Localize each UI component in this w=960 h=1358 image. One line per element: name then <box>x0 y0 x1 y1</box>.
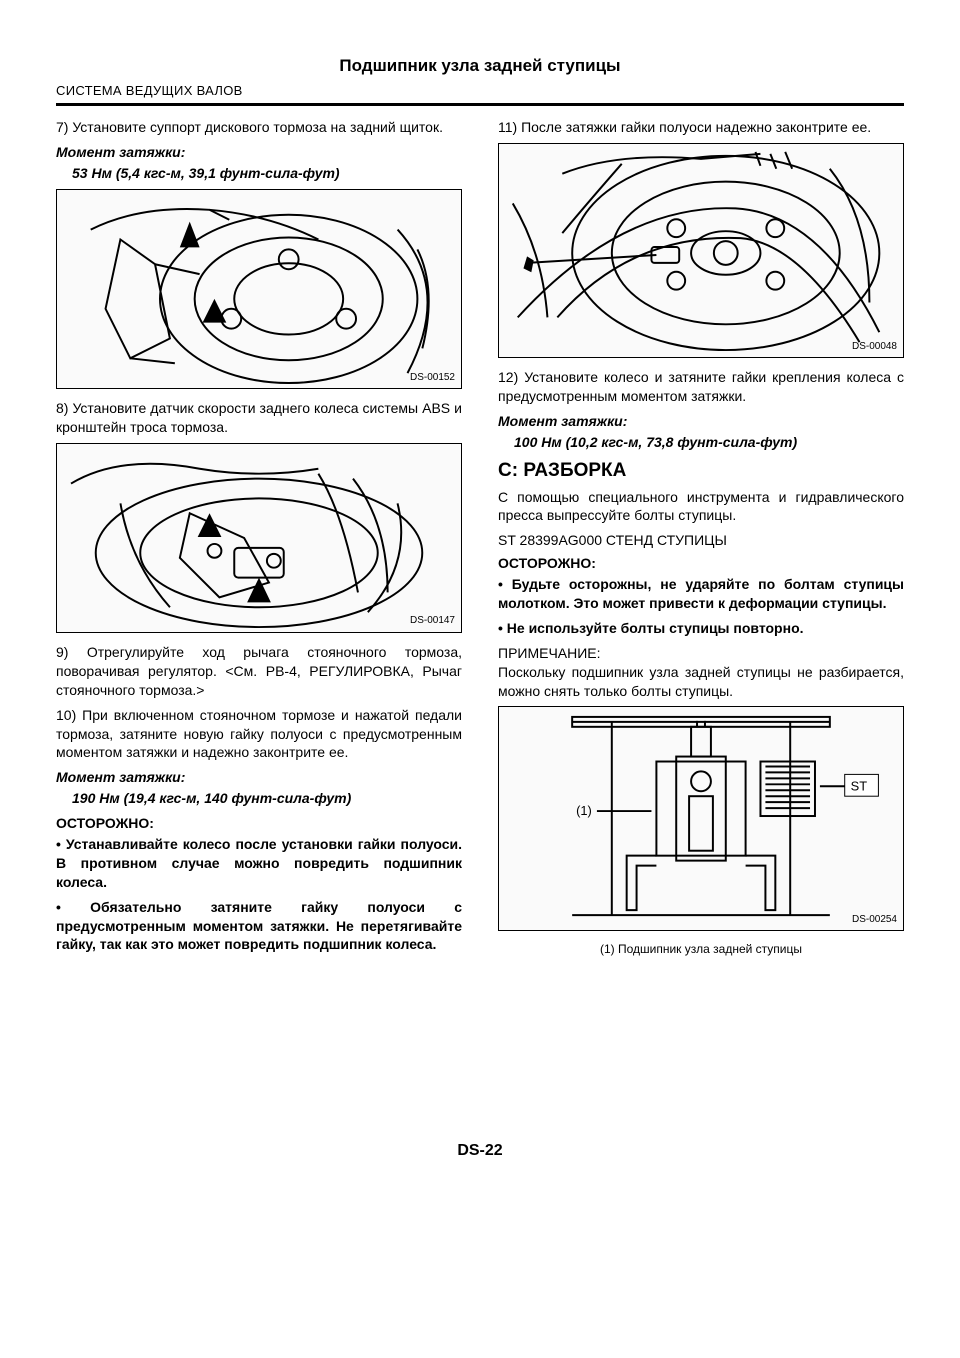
figure-2-svg <box>57 444 461 632</box>
step-8: 8) Установите датчик скорости заднего ко… <box>56 399 462 437</box>
content-columns: 7) Установите суппорт дискового тормоза … <box>56 118 904 960</box>
figure-4-legend: (1) Подшипник узла задней ступицы <box>498 941 904 957</box>
figure-1-id: DS-00152 <box>410 371 455 385</box>
figure-3-svg <box>499 144 903 357</box>
step-7: 7) Установите суппорт дискового тормоза … <box>56 118 462 137</box>
step-10: 10) При включенном стояночном тормозе и … <box>56 706 462 763</box>
caution-left-1: • Устанавливайте колесо после установки … <box>56 835 462 892</box>
section-c-head: C: РАЗБОРКА <box>498 458 904 484</box>
note-body: Поскольку подшипник узла задней ступицы … <box>498 663 904 701</box>
figure-1: DS-00152 <box>56 189 462 389</box>
figure-4: (1) ST DS-00254 <box>498 706 904 931</box>
figure-2-id: DS-00147 <box>410 614 455 628</box>
figure-1-svg <box>57 190 461 388</box>
header-rule <box>56 103 904 106</box>
caution-left-2: • Обязательно затяните гайку полуоси с п… <box>56 898 462 955</box>
caution-right-head: ОСТОРОЖНО: <box>498 554 904 573</box>
right-column: 11) После затяжки гайки полуоси надежно … <box>498 118 904 960</box>
left-column: 7) Установите суппорт дискового тормоза … <box>56 118 462 960</box>
torque-1-label: Момент затяжки: <box>56 143 462 162</box>
caution-right-2: • Не используйте болты ступицы повторно. <box>498 619 904 638</box>
figure-4-st-label: ST <box>845 775 879 797</box>
caution-left-head: ОСТОРОЖНО: <box>56 814 462 833</box>
torque-3-value: 100 Нм (10,2 кгс-м, 73,8 фунт-сила-фут) <box>514 433 904 452</box>
page-title: Подшипник узла задней ступицы <box>56 55 904 78</box>
figure-4-callout-1: (1) <box>576 804 592 819</box>
step-9: 9) Отрегулируйте ход рычага стояночного … <box>56 643 462 700</box>
caution-right-1: • Будьте осторожны, не ударяйте по болта… <box>498 575 904 613</box>
page-number: DS-22 <box>56 1140 904 1162</box>
torque-2-value: 190 Нм (19,4 кгс-м, 140 фунт-сила-фут) <box>72 789 462 808</box>
figure-3-id: DS-00048 <box>852 340 897 354</box>
figure-4-svg: (1) ST <box>499 707 903 930</box>
section-c-body: С помощью специального инструмента и гид… <box>498 488 904 526</box>
step-11: 11) После затяжки гайки полуоси надежно … <box>498 118 904 137</box>
figure-2: DS-00147 <box>56 443 462 633</box>
torque-3-label: Момент затяжки: <box>498 412 904 431</box>
page-subtitle: СИСТЕМА ВЕДУЩИХ ВАЛОВ <box>56 82 904 100</box>
svg-text:ST: ST <box>851 779 868 794</box>
torque-2-label: Момент затяжки: <box>56 768 462 787</box>
st-tool-row: ST 28399AG000 СТЕНД СТУПИЦЫ <box>498 531 904 550</box>
torque-1-value: 53 Нм (5,4 кгс-м, 39,1 фунт-сила-фут) <box>72 164 462 183</box>
figure-3: DS-00048 <box>498 143 904 358</box>
note-head: ПРИМЕЧАНИЕ: <box>498 644 904 663</box>
figure-4-id: DS-00254 <box>852 913 897 927</box>
step-12: 12) Установите колесо и затяните гайки к… <box>498 368 904 406</box>
